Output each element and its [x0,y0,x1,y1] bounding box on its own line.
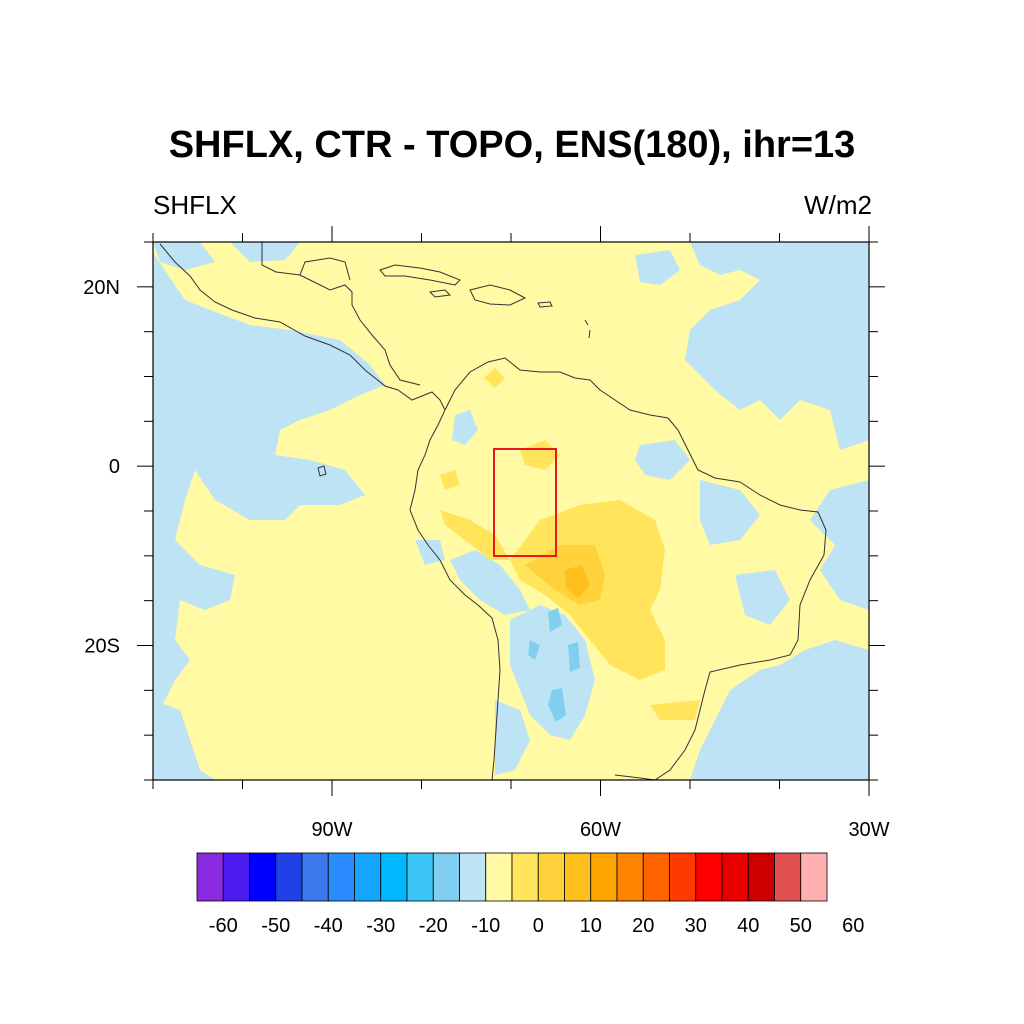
andes-spot-2 [568,642,580,672]
x-tick-label: 90W [311,819,352,841]
colorbar-swatch [459,852,487,902]
colorbar-swatch [196,852,224,902]
atlantic-e-negative [810,480,869,610]
colorbar-swatch [222,852,250,902]
y-tick-label: 20N [83,277,120,299]
amazon-east-negative [635,440,690,480]
colorbar-label: 50 [790,915,812,937]
colorbar-swatch [721,852,749,902]
caribbean-top-negative [230,242,300,262]
axis-ticks [137,226,885,796]
colorbar-label: 40 [737,915,759,937]
andes-small-positive [440,470,460,490]
colorbar-swatch [354,852,382,902]
paraguay-positive [650,700,700,720]
puerto-rico [537,301,553,308]
map-area [153,242,869,780]
colorbar-swatch [747,852,775,902]
colorbar-swatch [249,852,277,902]
colorbar-swatch [590,852,618,902]
colorbar-labels: -60 -50 -40 -30 -20 -10 0 10 20 30 40 50 60 [209,915,865,937]
sa-west-coast [409,409,501,780]
colorbar-label: 30 [685,915,707,937]
colorbar-swatch [695,852,723,902]
colorbar-label: 0 [533,915,544,937]
colorbar [196,852,828,902]
analysis-region-box [493,448,557,557]
atlantic-ne-negative [685,242,869,450]
colorbar-swatch [564,852,592,902]
colorbar-swatch [380,852,408,902]
colorbar-swatch [301,852,329,902]
amazon-west-positive [440,510,510,560]
andes-spot-3 [548,688,566,722]
colorbar-swatch [774,852,802,902]
units-label: W/m2 [804,190,872,220]
colorbar-swatch [511,852,539,902]
andes-spot-4 [528,640,540,660]
colorbar-label: -20 [419,915,448,937]
colorbar-label: -60 [209,915,238,937]
colorbar-label: 10 [580,915,602,937]
pacific-south-negative [153,700,215,780]
strongest-positive-regions [565,565,590,598]
axis-tick-labels: 90W 60W 30W 20N 0 20S [83,277,889,841]
amazon-small-negative [415,540,445,565]
colorbar-label: -50 [261,915,290,937]
venezuela-positive [484,368,505,388]
colorbar-label: 20 [632,915,654,937]
sa-east-coast [654,554,825,780]
sa-north-coast [444,357,827,556]
colorbar-swatch [327,852,355,902]
colorbar-swatch [616,852,644,902]
bolivia-chile-negative [510,605,595,740]
peru-negative [450,550,530,615]
variable-label: SHFLX [153,190,237,220]
central-america-coast-caribbean [261,242,421,386]
south-coast-tail [614,774,656,780]
coastlines [159,242,827,780]
plot-title: SHFLX, CTR - TOPO, ENS(180), ihr=13 [168,124,856,166]
argentina-negative [495,700,530,775]
colorbar-swatch [432,852,460,902]
atlantic-north-negative [635,250,680,285]
colorbar-swatch [537,852,565,902]
negative-anomaly-regions [153,242,869,780]
andes-spot-1 [548,608,562,632]
rondonia-peak [565,565,590,598]
colorbar-label: 60 [842,915,864,937]
yucatan-coast [299,257,351,281]
pacific-top-negative [153,242,215,270]
colorbar-swatch [485,852,513,902]
colorbar-swatch [800,852,828,902]
andes-north-negative [452,410,478,445]
x-tick-label: 30W [848,819,889,841]
cuba [379,264,461,286]
central-america-coast-pacific [159,243,446,411]
colorbar-label: -10 [471,915,500,937]
lesser-antilles [584,319,591,339]
pacific-negative-region [153,253,385,720]
colorbar-label: -30 [366,915,395,937]
stronger-negative-spots [528,608,580,722]
colorbar-swatch [406,852,434,902]
y-tick-label: 20S [84,636,120,658]
galapagos [317,465,327,477]
jamaica [428,289,452,298]
colorbar-label: -40 [314,915,343,937]
colorbar-swatch [669,852,697,902]
east-brazil-negative [735,570,790,625]
y-tick-label: 0 [109,456,120,478]
colorbar-swatch [642,852,670,902]
atlantic-se-negative [690,640,869,780]
box-north-positive [520,440,560,470]
colorbar-swatch [275,852,303,902]
hispaniola [469,284,527,306]
x-tick-label: 60W [580,819,621,841]
ne-brazil-negative [700,480,760,545]
